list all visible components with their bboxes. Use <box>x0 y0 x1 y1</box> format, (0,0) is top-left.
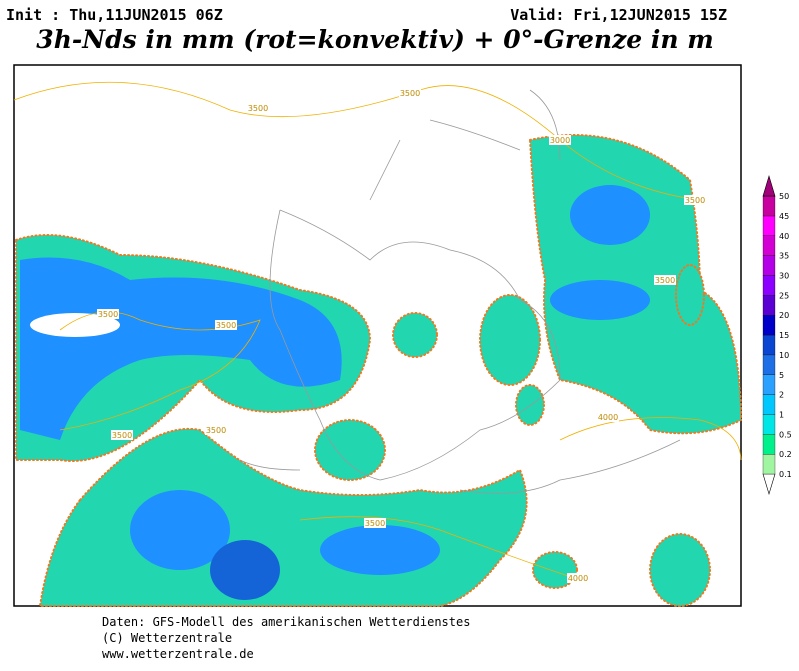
legend-swatch <box>762 295 776 316</box>
contour-label-bg <box>399 88 421 98</box>
precip-core <box>550 280 650 320</box>
contour-label-bg <box>597 412 619 422</box>
contour-label-bg <box>97 309 119 319</box>
freezing-level-isolines <box>13 81 742 581</box>
legend-swatch <box>762 215 776 236</box>
map: 3500 3500 3000 3500 3500 3500 3500 3500 3500 4000… <box>13 64 743 607</box>
contour-label: 3500 <box>248 104 268 113</box>
precip-area <box>515 384 545 426</box>
contour-label: 3500 <box>112 431 132 440</box>
contour-label-bg <box>364 518 386 528</box>
contour-label-bg <box>654 275 676 285</box>
borders <box>239 89 681 494</box>
legend-swatch <box>762 434 776 455</box>
precip-areas <box>15 134 743 607</box>
precip-core <box>210 540 280 600</box>
contour-label: 3500 <box>365 519 385 528</box>
legend-label: 2 <box>779 391 784 400</box>
contour-label-bg <box>567 573 589 583</box>
legend-swatch <box>762 354 776 375</box>
legend-swatch <box>762 275 776 296</box>
legend-label: 40 <box>779 232 789 241</box>
legend-label: 45 <box>779 212 789 221</box>
legend-arrow <box>762 473 776 496</box>
contour-label: 4000 <box>568 574 588 583</box>
legend-swatch <box>762 374 776 395</box>
precip-area <box>392 312 438 358</box>
legend-swatch <box>762 394 776 415</box>
contour-label-bg <box>684 195 706 205</box>
precip-area <box>649 533 711 607</box>
contour-label: 3000 <box>550 136 570 145</box>
contour-label: 3500 <box>655 276 675 285</box>
contour-label: 3500 <box>685 196 705 205</box>
legend-swatch <box>762 414 776 435</box>
precip-area <box>675 264 705 326</box>
footer-line: (C) Wetterzentrale <box>102 631 232 645</box>
contour-label: 4000 <box>598 413 618 422</box>
contour-label: 3500 <box>400 89 420 98</box>
init-text: Init : Thu,11JUN2015 06Z <box>6 6 223 24</box>
footer-line: Daten: GFS-Modell des amerikanischen Wet… <box>102 615 470 629</box>
legend-label: 35 <box>779 252 789 261</box>
contour-label: 3500 <box>98 310 118 319</box>
legend-label: 0.1 <box>779 470 792 479</box>
legend-label: 0.2 <box>779 450 792 459</box>
contour-label-bg <box>111 430 133 440</box>
precip-core <box>320 525 440 575</box>
legend-label: 25 <box>779 291 789 300</box>
precip-area <box>532 551 578 589</box>
legend-swatch <box>762 315 776 336</box>
legend-swatch <box>762 334 776 356</box>
precip-core <box>20 257 342 440</box>
precip-area <box>314 419 386 481</box>
valid-text: Valid: Fri,12JUN2015 15Z <box>510 6 727 24</box>
contour-label: 3500 <box>216 321 236 330</box>
legend-label: 5 <box>779 371 784 380</box>
legend-arrow <box>762 175 776 197</box>
contour-labels: 3500 3500 3000 3500 3500 3500 3500 3500 3500 4000… <box>97 88 706 583</box>
legend-label: 0.5 <box>779 430 792 439</box>
contour-label: 3500 <box>206 426 226 435</box>
legend-label: 20 <box>779 311 789 320</box>
legend-swatch <box>762 235 776 256</box>
legend-swatch <box>762 255 776 276</box>
legend-label: 1 <box>779 410 784 419</box>
legend-label: 30 <box>779 272 789 281</box>
precip-area <box>479 294 541 386</box>
legend-swatch <box>762 195 776 217</box>
precip-core <box>570 185 650 245</box>
footer-line: www.wetterzentrale.de <box>102 647 254 661</box>
legend-label: 10 <box>779 351 789 360</box>
contour-label-bg <box>247 103 269 113</box>
contour-label-bg <box>549 135 571 145</box>
precip-core <box>130 490 230 570</box>
contour-label-bg <box>205 425 227 435</box>
contour-label-bg <box>215 320 237 330</box>
map-title: 3h-Nds in mm (rot=konvektiv) + 0°-Grenze… <box>36 25 713 54</box>
legend-swatch <box>762 453 776 475</box>
legend-label: 15 <box>779 331 789 340</box>
legend-label: 50 <box>779 192 789 201</box>
